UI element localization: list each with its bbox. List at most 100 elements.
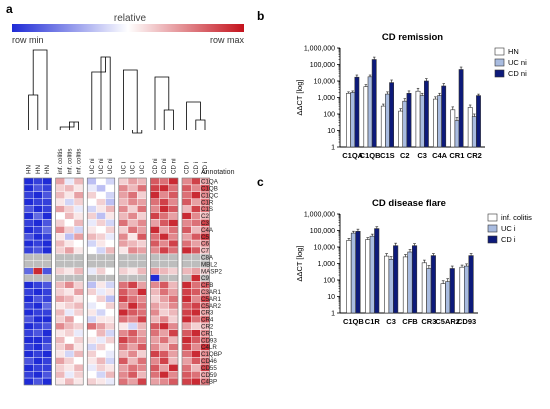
heatmap-cell: [127, 205, 138, 213]
x-tick-label-cr2: CR2: [467, 151, 482, 160]
heatmap-column-label: CD i: [184, 162, 191, 174]
heatmap-cell: [168, 232, 179, 241]
heatmap-row-label-cfb: CFB: [201, 282, 213, 289]
heatmap-cell: [159, 357, 170, 365]
heatmap-cell: [150, 226, 160, 234]
heatmap-cell: [127, 177, 138, 186]
heatmap-cell: [86, 260, 97, 268]
heatmap-cell: [105, 281, 115, 289]
heatmap-cell: [159, 322, 170, 330]
heatmap-cell: [127, 315, 138, 324]
heatmap-cell: [55, 246, 65, 255]
heatmap-cell: [55, 295, 65, 303]
heatmap-cell: [150, 364, 160, 372]
y-tick-label: 1,000,000: [304, 46, 335, 53]
heatmap-cell: [181, 288, 192, 296]
bar-uc-i-c3: [388, 258, 394, 314]
bar-cd-ni-c3: [423, 80, 429, 148]
heatmap-cell: [42, 232, 52, 241]
heatmap-cell: [168, 191, 179, 199]
heatmap-cell: [150, 239, 160, 248]
heatmap-cell: [181, 226, 192, 234]
heatmap-cell: [136, 377, 147, 386]
heatmap-cell: [136, 336, 147, 344]
heatmap-cell: [190, 357, 201, 365]
heatmap-cell: [127, 350, 138, 358]
heatmap-cell: [86, 226, 97, 234]
y-tick-label: 10,000: [314, 79, 336, 86]
heatmap-cell: [42, 377, 52, 386]
heatmap-cell: [105, 302, 115, 310]
heatmap-cell: [159, 260, 170, 268]
heatmap-cell: [118, 212, 129, 220]
dendrogram-branch: [123, 69, 138, 133]
legend-swatch-cd-i: [487, 235, 498, 244]
heatmap-cell: [33, 357, 43, 365]
heatmap-cell: [55, 288, 65, 296]
heatmap-cell: [105, 260, 115, 268]
heatmap-cell: [118, 226, 129, 234]
y-tick-label: 100: [323, 278, 335, 285]
bar-hn-c4a: [432, 98, 438, 148]
heatmap-cell: [96, 295, 106, 303]
heatmap-row-label-cr2: CR2: [201, 324, 214, 331]
heatmap-cell: [190, 219, 201, 227]
heatmap-cell: [181, 295, 192, 303]
y-tick-label: 1: [331, 311, 335, 318]
heatmap-row-label-c6: C6: [201, 241, 209, 248]
heatmap-column-label: CD i: [193, 162, 200, 174]
heatmap-cell: [96, 281, 106, 289]
bar-hn-c1qa: [346, 93, 351, 148]
heatmap-cell: [150, 336, 160, 344]
x-tick-label-c2: C2: [400, 151, 410, 160]
bar-hn-c2: [398, 110, 404, 148]
heatmap-cell: [86, 295, 97, 303]
heatmap-cell: [190, 274, 201, 282]
y-tick-label: 10,000: [314, 245, 336, 252]
heatmap-cell: [136, 177, 147, 186]
bar-cd-ni-cr1: [458, 69, 464, 148]
heatmap-cell: [118, 281, 129, 289]
heatmap-cell: [42, 302, 52, 310]
heatmap-cell: [42, 371, 52, 379]
bar-cd-ni-c1qa: [354, 76, 360, 148]
heatmap-column-label: UC i: [139, 162, 146, 174]
heatmap-cell: [42, 177, 52, 186]
heatmap-row-label-c9: C9: [201, 275, 209, 282]
bar-cd-ni-c2: [406, 93, 412, 148]
heatmap-column-label: CD i: [202, 162, 209, 174]
heatmap-cell: [105, 336, 115, 344]
heatmap-cell: [118, 350, 129, 358]
heatmap-cell: [190, 260, 201, 268]
heatmap-cell: [96, 246, 106, 255]
heatmap-cell: [64, 205, 75, 213]
heatmap-cell: [23, 343, 34, 351]
heatmap-cell: [150, 350, 160, 358]
heatmap-cell: [33, 274, 43, 282]
heatmap-row-label-mbl2: MBL2: [201, 261, 218, 268]
heatmap-cell: [118, 232, 129, 241]
x-tick-label-c4a: C4A: [432, 151, 448, 160]
heatmap-cell: [150, 219, 160, 227]
heatmap-column-label: inf. colitis: [57, 149, 64, 174]
heatmap-cell: [33, 191, 43, 199]
heatmap-cell: [181, 177, 192, 186]
heatmap-cell: [42, 364, 52, 372]
heatmap-cell: [96, 253, 106, 261]
bar-cd-i-cr3: [430, 255, 436, 314]
heatmap-cell: [73, 212, 84, 220]
heatmap-cell: [55, 302, 65, 310]
heatmap-cell: [150, 371, 160, 379]
heatmap-cell: [127, 253, 138, 261]
heatmap-cell: [127, 267, 138, 275]
heatmap-cell: [168, 212, 179, 220]
heatmap-cell: [136, 371, 147, 379]
heatmap-cell: [86, 329, 97, 337]
heatmap-cell: [105, 205, 115, 213]
dendrogram-branch: [59, 122, 75, 130]
heatmap-cell: [55, 274, 65, 282]
heatmap-cell: [42, 329, 52, 337]
heatmap-cell: [55, 371, 65, 379]
heatmap-cell: [42, 198, 52, 206]
